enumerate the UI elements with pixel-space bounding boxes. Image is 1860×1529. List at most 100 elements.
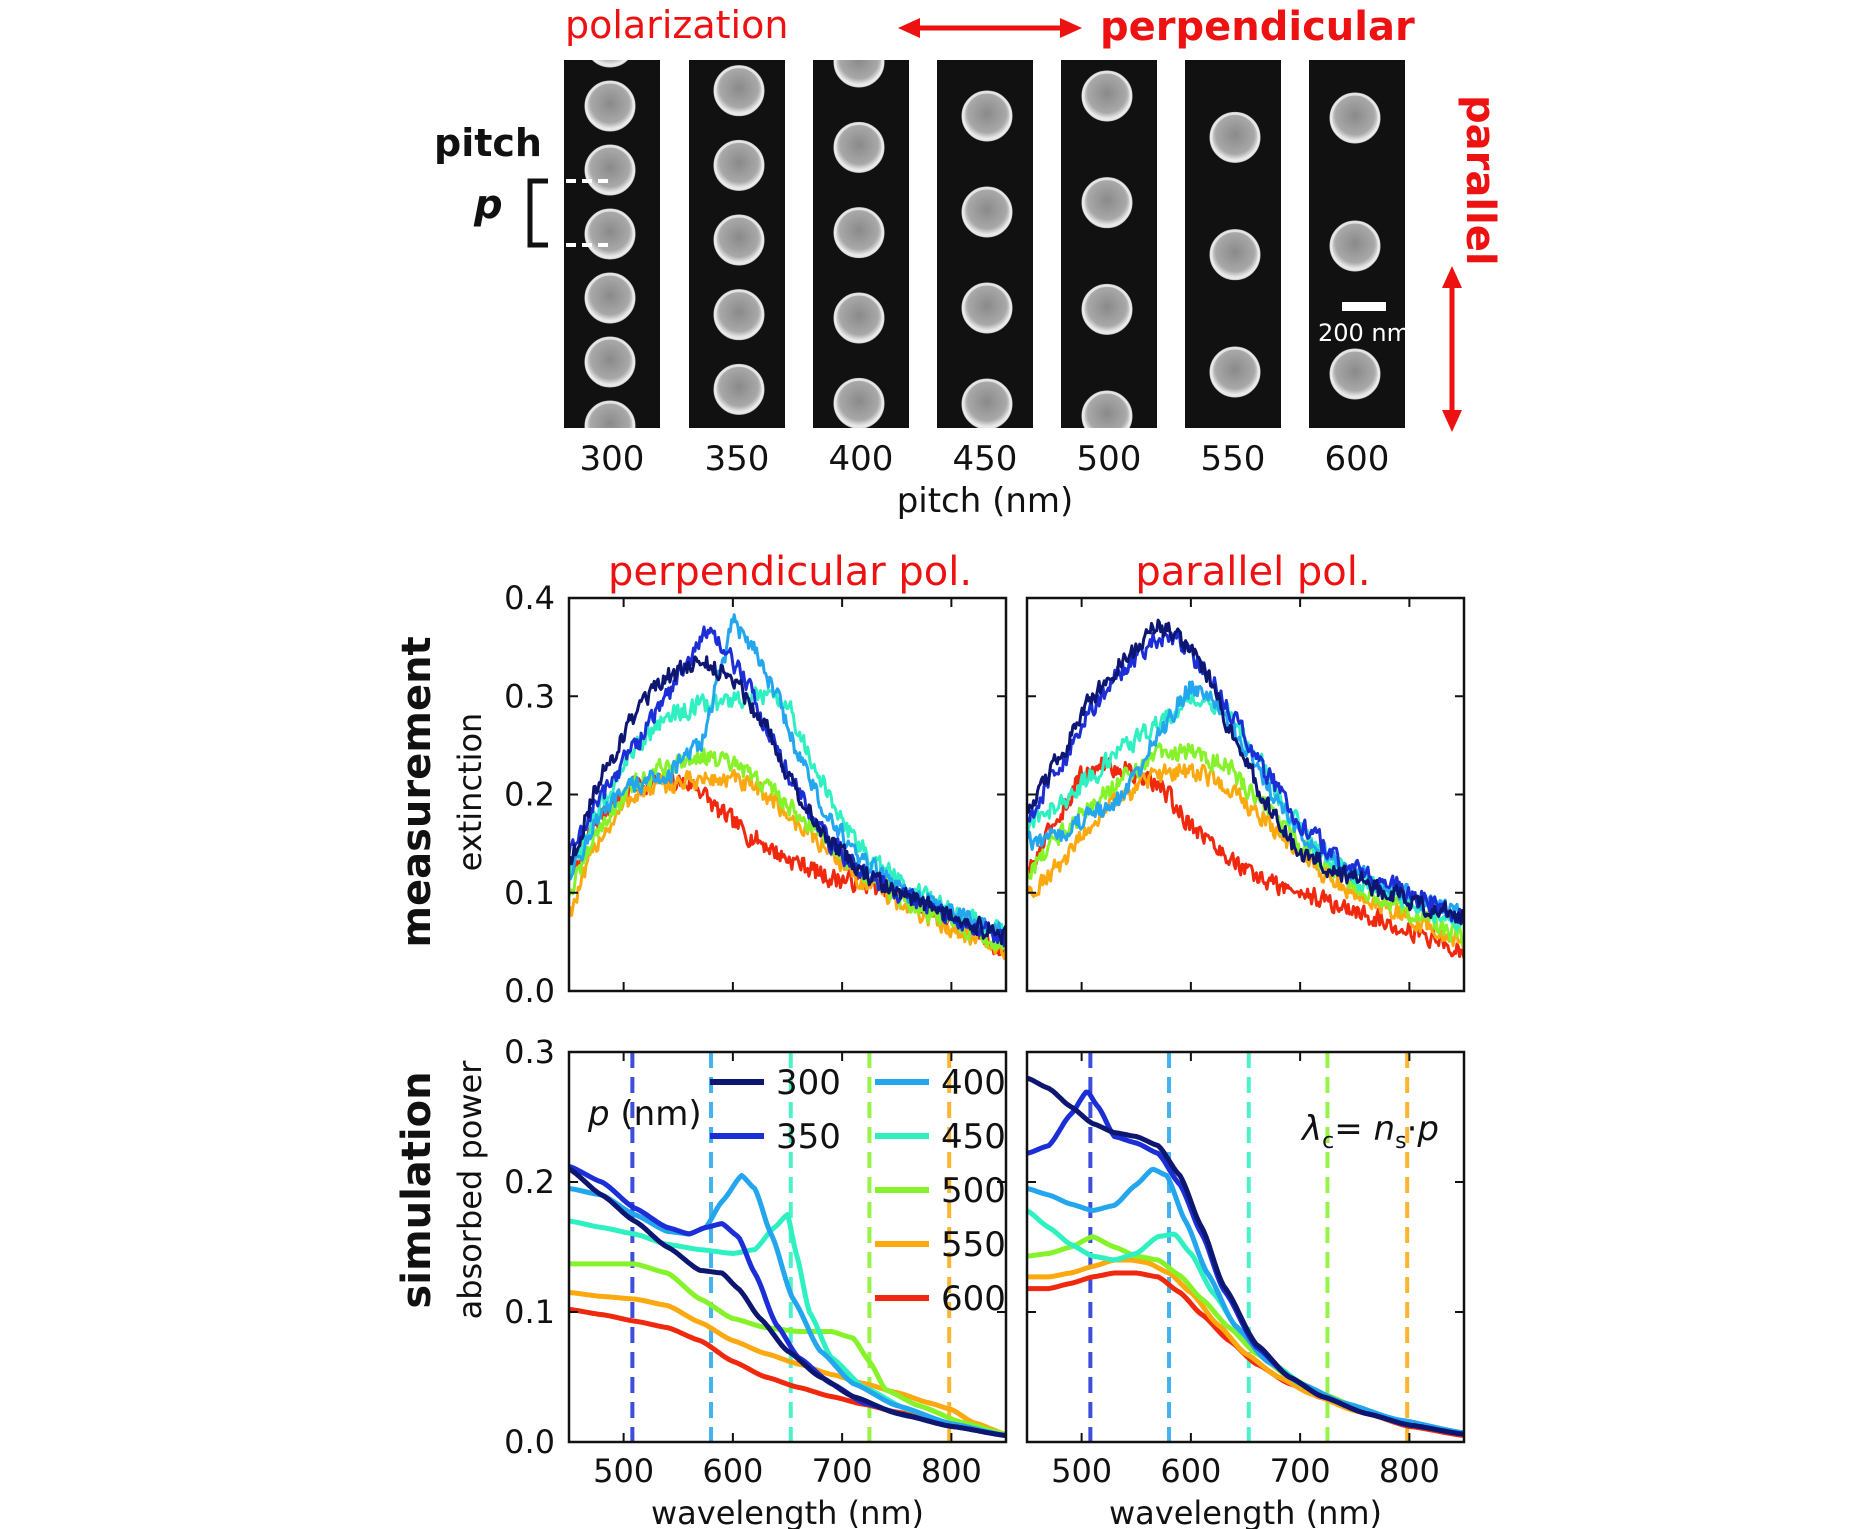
nanoparticle: [962, 283, 1012, 333]
nanoparticle: [834, 293, 884, 343]
x-tick-label: 500: [593, 1452, 654, 1490]
sem-panels: [564, 0, 1405, 428]
pitch-tick-450: 450: [953, 439, 1018, 479]
critical-wavelength-formula: λc= ns·p: [1300, 1109, 1439, 1154]
nanoparticle: [585, 401, 635, 428]
series-line-300: [569, 1166, 1006, 1438]
perpendicular-label: perpendicular: [1100, 4, 1415, 50]
nanoparticle: [1330, 93, 1380, 143]
horizontal-arrow-icon: [898, 18, 1082, 38]
nanoparticle: [1330, 221, 1380, 271]
nanoparticle: [1210, 112, 1260, 163]
pitch-tick-350: 350: [705, 439, 770, 479]
series-line-300: [569, 655, 1006, 946]
nanoparticle: [962, 0, 1012, 45]
x-tick-label: 600: [702, 1452, 763, 1490]
pitch-annotation: pitch p: [434, 121, 614, 248]
x-tick-label: 700: [812, 1452, 873, 1490]
sem-image-400: [813, 60, 909, 428]
pitch-tick-300: 300: [580, 439, 645, 479]
legend-entry-350: 350: [710, 1117, 841, 1157]
nanoparticle: [714, 215, 764, 265]
legend-entry-500: 500: [875, 1171, 1006, 1211]
nanoparticle: [585, 273, 635, 323]
pitch-tick-600: 600: [1325, 439, 1390, 479]
series-line-500: [1027, 742, 1464, 946]
legend-title: p (nm): [587, 1094, 702, 1134]
nanoparticle: [714, 140, 764, 191]
sem-image-500: [1061, 60, 1157, 428]
pitch-tick-550: 550: [1201, 439, 1266, 479]
legend-label-300: 300: [776, 1063, 841, 1103]
x-tick-label: 700: [1270, 1452, 1331, 1490]
y-tick-label: 0.3: [504, 1033, 555, 1071]
vertical-arrow-icon: [1442, 266, 1462, 432]
left-column-title: perpendicular pol.: [608, 549, 972, 595]
pitch-tick-500: 500: [1077, 439, 1142, 479]
legend-entry-450: 450: [875, 1117, 1006, 1157]
legend-label-350: 350: [776, 1117, 841, 1157]
nanoparticle: [585, 337, 635, 387]
legend-label-500: 500: [941, 1171, 1006, 1211]
x-axis-label: wavelength (nm): [1109, 1494, 1382, 1529]
series-line-350: [1027, 629, 1464, 924]
nanoparticle: [962, 91, 1012, 141]
legend-entry-300: 300: [710, 1063, 841, 1103]
nanoparticle: [1210, 347, 1260, 397]
y-tick-label: 0.1: [504, 874, 555, 912]
ylabel-extinction: extinction: [451, 713, 489, 872]
y-tick-label: 0.2: [504, 776, 555, 814]
scale-bar-label: 200 nm: [1318, 319, 1410, 347]
legend: p (nm) 300 350 400 450 500 550 600: [587, 1063, 1006, 1319]
right-column-title: parallel pol.: [1135, 549, 1370, 595]
nanoparticle: [585, 209, 635, 259]
nanoparticle: [1082, 177, 1132, 228]
nanoparticle: [962, 379, 1012, 428]
panel-simulation-perpendicular: 500 600 700 800 0.0 0.1 0.2 0.3 wavelength (nm): [504, 1033, 1008, 1529]
pitch-tick-labels: 300 350 400 450 500 550 600: [580, 439, 1390, 479]
series-line-400: [1027, 1166, 1464, 1436]
nanoparticle: [714, 289, 764, 340]
y-tick-label: 0.2: [504, 1163, 555, 1201]
nanoparticle: [1082, 284, 1132, 335]
legend-entries: 300 350 400 450 500 550 600: [710, 1063, 1006, 1319]
scale-bar: 200 nm: [1318, 302, 1410, 347]
sem-header: polarization perpendicular 200 nm pitch …: [434, 0, 1503, 521]
sem-image-550: [1185, 60, 1281, 428]
plot-frame: [567, 1050, 1008, 1444]
sem-image-450: [937, 0, 1033, 428]
x-tick-label: 800: [921, 1452, 982, 1490]
row-label-measurement: measurement: [394, 636, 440, 947]
nanoparticle: [834, 122, 884, 173]
legend-label-550: 550: [941, 1225, 1006, 1265]
legend-entry-600: 600: [875, 1279, 1006, 1319]
series-line-400: [569, 613, 1006, 941]
sem-image-350: [689, 60, 785, 428]
y-tick-label: 0.0: [504, 1423, 555, 1461]
nanoparticle: [1210, 229, 1260, 280]
panel-measurement-parallel: [1025, 596, 1466, 993]
nanoparticle: [585, 145, 635, 195]
pitch-symbol: p: [473, 182, 503, 228]
pitch-word: pitch: [434, 121, 542, 165]
series-line-600: [1027, 756, 1464, 959]
y-tick-label: 0.1: [504, 1293, 555, 1331]
nanoparticle: [585, 81, 635, 131]
row-label-simulation: simulation: [394, 1071, 440, 1308]
nanoparticle: [714, 65, 764, 116]
series-line-400: [569, 1173, 1006, 1438]
panel-measurement-perpendicular: 0.0 0.1 0.2 0.3 0.4: [504, 579, 1008, 1010]
x-tick-label: 800: [1379, 1452, 1440, 1490]
nanoparticle: [1082, 391, 1132, 428]
series-line-500: [569, 1261, 1006, 1437]
panel-simulation-parallel: 500 600 700 800 wavelength (nm): [1025, 1050, 1466, 1529]
y-tick-label: 0.3: [504, 677, 555, 715]
legend-label-400: 400: [941, 1063, 1006, 1103]
polarization-label: polarization: [565, 3, 788, 47]
y-tick-label: 0.0: [504, 972, 555, 1010]
nanoparticle: [834, 207, 884, 258]
series-line-550: [569, 1290, 1006, 1437]
legend-title-text: (nm): [610, 1094, 702, 1134]
x-tick-label: 500: [1051, 1452, 1112, 1490]
nanoparticle: [714, 364, 764, 415]
